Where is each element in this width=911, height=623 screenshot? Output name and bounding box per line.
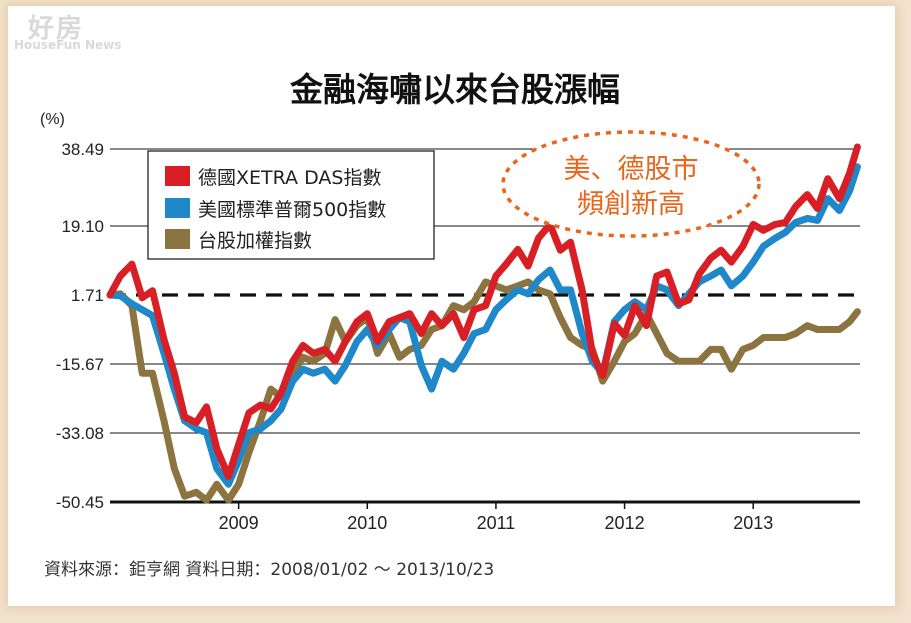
chart-title: 金融海嘯以來台股漲幅 (289, 70, 620, 109)
series-line-taiex (106, 278, 861, 504)
series-line-sp500 (106, 163, 861, 488)
x-tick-label: 2009 (219, 513, 259, 533)
callout-bubble: 美、德股市 頻創新高 (501, 130, 761, 238)
x-tick-label: 2011 (477, 513, 516, 533)
legend: 德國XETRA DAS指數 美國標準普爾500指數 台股加權指數 (147, 150, 435, 260)
legend-swatch-sp500 (165, 198, 190, 218)
legend-box (147, 150, 435, 260)
series-line-dax (106, 143, 861, 480)
watermark-brand-en: HouseFun News (14, 38, 122, 52)
y-tick-label: -50.45 (56, 493, 104, 512)
y-tick-label: 38.49 (61, 140, 104, 159)
x-tick-label: 2013 (733, 513, 773, 533)
y-tick-label: -33.08 (56, 424, 104, 443)
series-lines (106, 143, 861, 504)
source-note: 資料來源：鉅亨網 資料日期：2008/01/02 ～ 2013/10/23 (44, 560, 494, 580)
legend-label-sp500: 美國標準普爾500指數 (198, 199, 386, 221)
legend-label-dax: 德國XETRA DAS指數 (198, 167, 381, 189)
y-axis-unit: (%) (40, 111, 65, 128)
x-tick-label: 2010 (347, 513, 387, 533)
watermark-brand-cn: 好房 (28, 14, 85, 44)
legend-swatch-dax (165, 166, 190, 186)
y-axis-ticks: 38.49 19.10 1.71 -15.67 -33.08 -50.45 (56, 140, 104, 512)
x-tick-label: 2012 (605, 513, 645, 533)
callout-ellipse (501, 130, 761, 238)
y-tick-label: 19.10 (61, 217, 104, 236)
y-tick-label: -15.67 (56, 355, 104, 374)
y-tick-label: 1.71 (71, 286, 104, 305)
legend-label-taiex: 台股加權指數 (198, 230, 312, 252)
callout-line-2: 頻創新高 (577, 189, 685, 220)
callout-line-1: 美、德股市 (564, 154, 699, 185)
x-axis-ticks: 2009 2010 2011 2012 2013 (219, 502, 773, 533)
legend-swatch-taiex (165, 229, 190, 249)
brand-watermark: 好房 HouseFun News (14, 8, 164, 52)
